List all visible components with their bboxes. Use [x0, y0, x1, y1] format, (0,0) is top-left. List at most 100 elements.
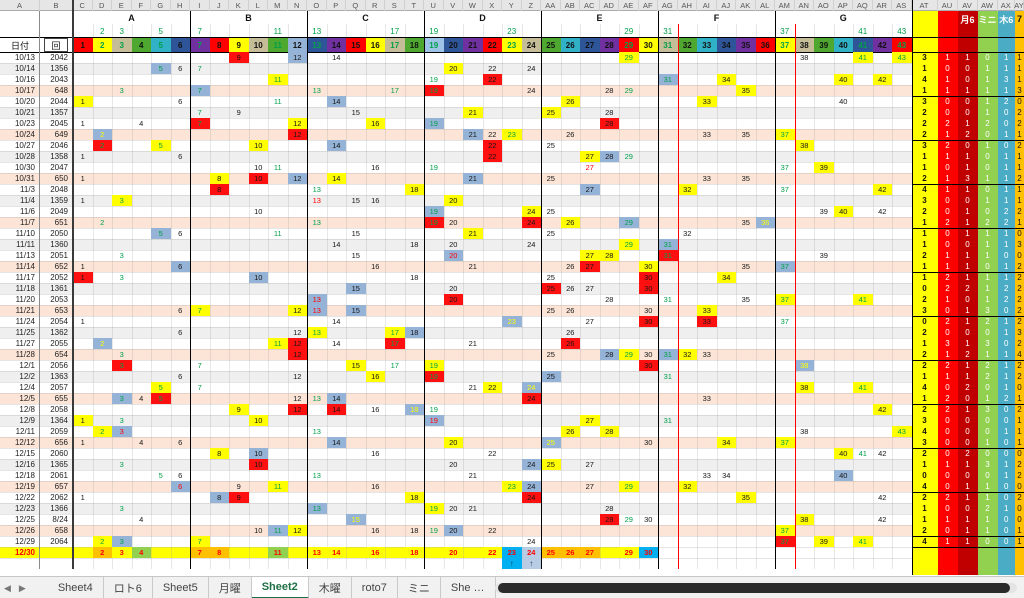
- number-cell[interactable]: 18: [410, 273, 419, 282]
- number-cell[interactable]: 1: [80, 119, 85, 128]
- column-header-AO[interactable]: AO: [814, 0, 834, 11]
- number-cell[interactable]: 22: [482, 382, 502, 393]
- number-cell[interactable]: 3: [119, 460, 124, 469]
- number-cell[interactable]: 1: [73, 96, 93, 107]
- number-cell[interactable]: 12: [287, 404, 307, 415]
- row-date[interactable]: 10/13: [14, 53, 35, 62]
- number-cell[interactable]: 25: [546, 141, 555, 150]
- number-cell[interactable]: 29: [624, 152, 633, 161]
- number-cell[interactable]: 3: [112, 360, 132, 371]
- row-date[interactable]: 10/24: [14, 130, 35, 139]
- sheet-tab-She …[interactable]: She …: [441, 577, 496, 598]
- column-header-U[interactable]: U: [424, 0, 444, 11]
- number-cell[interactable]: 11: [268, 338, 288, 349]
- number-cell[interactable]: 41: [853, 294, 873, 305]
- number-cell[interactable]: 5: [151, 393, 171, 404]
- number-cell[interactable]: 15: [351, 108, 360, 117]
- number-cell[interactable]: 13: [312, 196, 321, 205]
- number-cell[interactable]: 14: [326, 404, 346, 415]
- row-date[interactable]: 11/10: [15, 229, 35, 238]
- number-cell[interactable]: 25: [546, 306, 555, 315]
- row-round[interactable]: 658: [54, 526, 68, 535]
- row-round[interactable]: 648: [54, 86, 68, 95]
- number-cell[interactable]: 40: [833, 470, 853, 481]
- header-number-cell[interactable]: 41: [853, 38, 873, 52]
- number-cell[interactable]: 25: [546, 174, 555, 183]
- number-cell[interactable]: 22: [488, 64, 497, 73]
- column-header-AJ[interactable]: AJ: [717, 0, 736, 11]
- row-round[interactable]: 1358: [50, 152, 68, 161]
- row-date[interactable]: 12/8: [19, 405, 35, 414]
- number-cell[interactable]: 38: [800, 53, 809, 62]
- row-round[interactable]: 1359: [50, 196, 68, 205]
- number-cell[interactable]: 7: [197, 108, 202, 117]
- row-date[interactable]: 11/27: [15, 339, 35, 348]
- number-cell[interactable]: 27: [585, 163, 594, 172]
- number-cell[interactable]: 1: [73, 272, 93, 283]
- row-round[interactable]: 8/24: [52, 515, 68, 524]
- number-cell[interactable]: 34: [716, 437, 736, 448]
- number-cell[interactable]: 21: [468, 383, 477, 392]
- number-cell[interactable]: 10: [248, 173, 268, 184]
- number-cell[interactable]: 1: [80, 174, 85, 183]
- number-cell[interactable]: 10: [254, 526, 263, 535]
- row-date[interactable]: 12/11: [15, 427, 35, 436]
- number-cell[interactable]: 27: [580, 261, 600, 272]
- number-cell[interactable]: 10: [248, 459, 268, 470]
- column-header-AV[interactable]: AV: [958, 0, 978, 11]
- column-header-G[interactable]: G: [151, 0, 171, 11]
- number-cell[interactable]: 24: [521, 217, 541, 228]
- number-cell[interactable]: 31: [658, 250, 678, 261]
- column-header-R[interactable]: R: [366, 0, 385, 11]
- row-round[interactable]: 651: [54, 218, 68, 227]
- row-round[interactable]: 1360: [50, 240, 68, 249]
- row-date[interactable]: 12/30: [14, 548, 35, 557]
- number-cell[interactable]: 24: [521, 547, 541, 558]
- column-header-A[interactable]: A: [0, 0, 40, 11]
- number-cell[interactable]: 40: [833, 206, 853, 217]
- header-number-cell[interactable]: 14: [326, 38, 346, 52]
- row-date[interactable]: 12/16: [14, 460, 35, 469]
- column-header-AC[interactable]: AC: [580, 0, 600, 11]
- number-cell[interactable]: 35: [741, 262, 750, 271]
- number-cell[interactable]: 9: [229, 52, 249, 63]
- column-header-J[interactable]: J: [210, 0, 229, 11]
- number-cell[interactable]: 13: [307, 294, 327, 305]
- column-header-AW[interactable]: AW: [978, 0, 998, 11]
- number-cell[interactable]: 5: [151, 228, 171, 239]
- number-cell[interactable]: 27: [580, 250, 600, 261]
- sheet-tab-ロト6[interactable]: ロト6: [104, 577, 153, 598]
- column-header-D[interactable]: D: [93, 0, 112, 11]
- number-cell[interactable]: 31: [658, 239, 678, 250]
- number-cell[interactable]: 21: [468, 471, 477, 480]
- number-cell[interactable]: 19: [424, 217, 444, 228]
- number-cell[interactable]: 8: [209, 173, 229, 184]
- number-cell[interactable]: 12: [287, 338, 307, 349]
- header-number-cell[interactable]: 9: [229, 38, 249, 52]
- number-cell[interactable]: 11: [268, 74, 288, 85]
- row-date[interactable]: 12/4: [19, 383, 35, 392]
- number-cell[interactable]: 22: [488, 130, 497, 139]
- column-header-L[interactable]: L: [249, 0, 268, 11]
- row-round[interactable]: 2053: [50, 295, 68, 304]
- number-cell[interactable]: 13: [307, 503, 327, 514]
- column-header-AX[interactable]: AX: [998, 0, 1015, 11]
- sheet-tab-roto7[interactable]: roto7: [352, 577, 398, 598]
- row-round[interactable]: 653: [54, 306, 68, 315]
- number-cell[interactable]: 14: [326, 173, 346, 184]
- number-cell[interactable]: 39: [814, 536, 834, 547]
- row-round[interactable]: 657: [54, 482, 68, 491]
- sheet-tab-ミニ[interactable]: ミニ: [398, 577, 441, 598]
- header-number-cell[interactable]: 42: [872, 38, 892, 52]
- number-cell[interactable]: 4: [131, 547, 151, 558]
- column-header-AQ[interactable]: AQ: [853, 0, 873, 11]
- row-date[interactable]: 12/2: [19, 372, 35, 381]
- column-header-AG[interactable]: AG: [658, 0, 678, 11]
- number-cell[interactable]: 22: [482, 151, 502, 162]
- number-cell[interactable]: 3: [112, 547, 132, 558]
- number-cell[interactable]: 3: [119, 504, 124, 513]
- number-cell[interactable]: 15: [346, 305, 366, 316]
- number-cell[interactable]: 20: [443, 250, 463, 261]
- number-cell[interactable]: 6: [178, 306, 183, 315]
- number-cell[interactable]: 11: [268, 525, 288, 536]
